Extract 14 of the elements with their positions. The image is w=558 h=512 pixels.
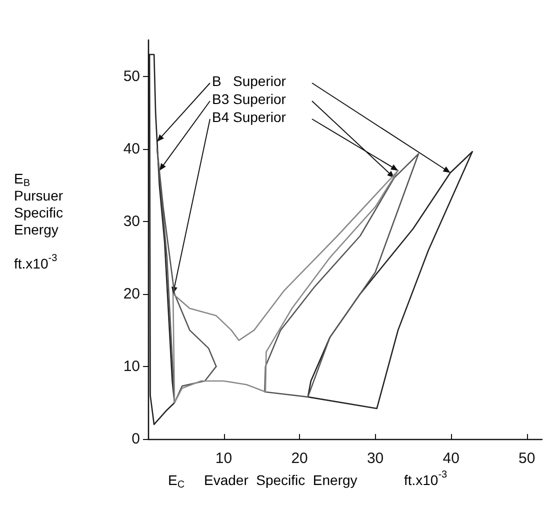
x-tick-label: 30: [366, 450, 384, 467]
x-tick-label: 20: [291, 450, 308, 467]
annotation: B3 Superior: [212, 91, 286, 107]
y-tick-label: 20: [123, 285, 140, 302]
y-tick-label: 40: [123, 140, 140, 158]
x-tick-label: 50: [518, 450, 536, 467]
x-tick-label: 40: [442, 450, 460, 467]
y-tick-label: 10: [123, 358, 140, 375]
annotation: B4 Superior: [212, 109, 286, 125]
y-tick-label: 30: [123, 212, 140, 230]
y-tick-label: 50: [123, 68, 140, 85]
annotation: B Superior: [212, 73, 286, 89]
y-tick-label: 0: [132, 430, 140, 448]
x-tick-label: 10: [215, 450, 232, 467]
